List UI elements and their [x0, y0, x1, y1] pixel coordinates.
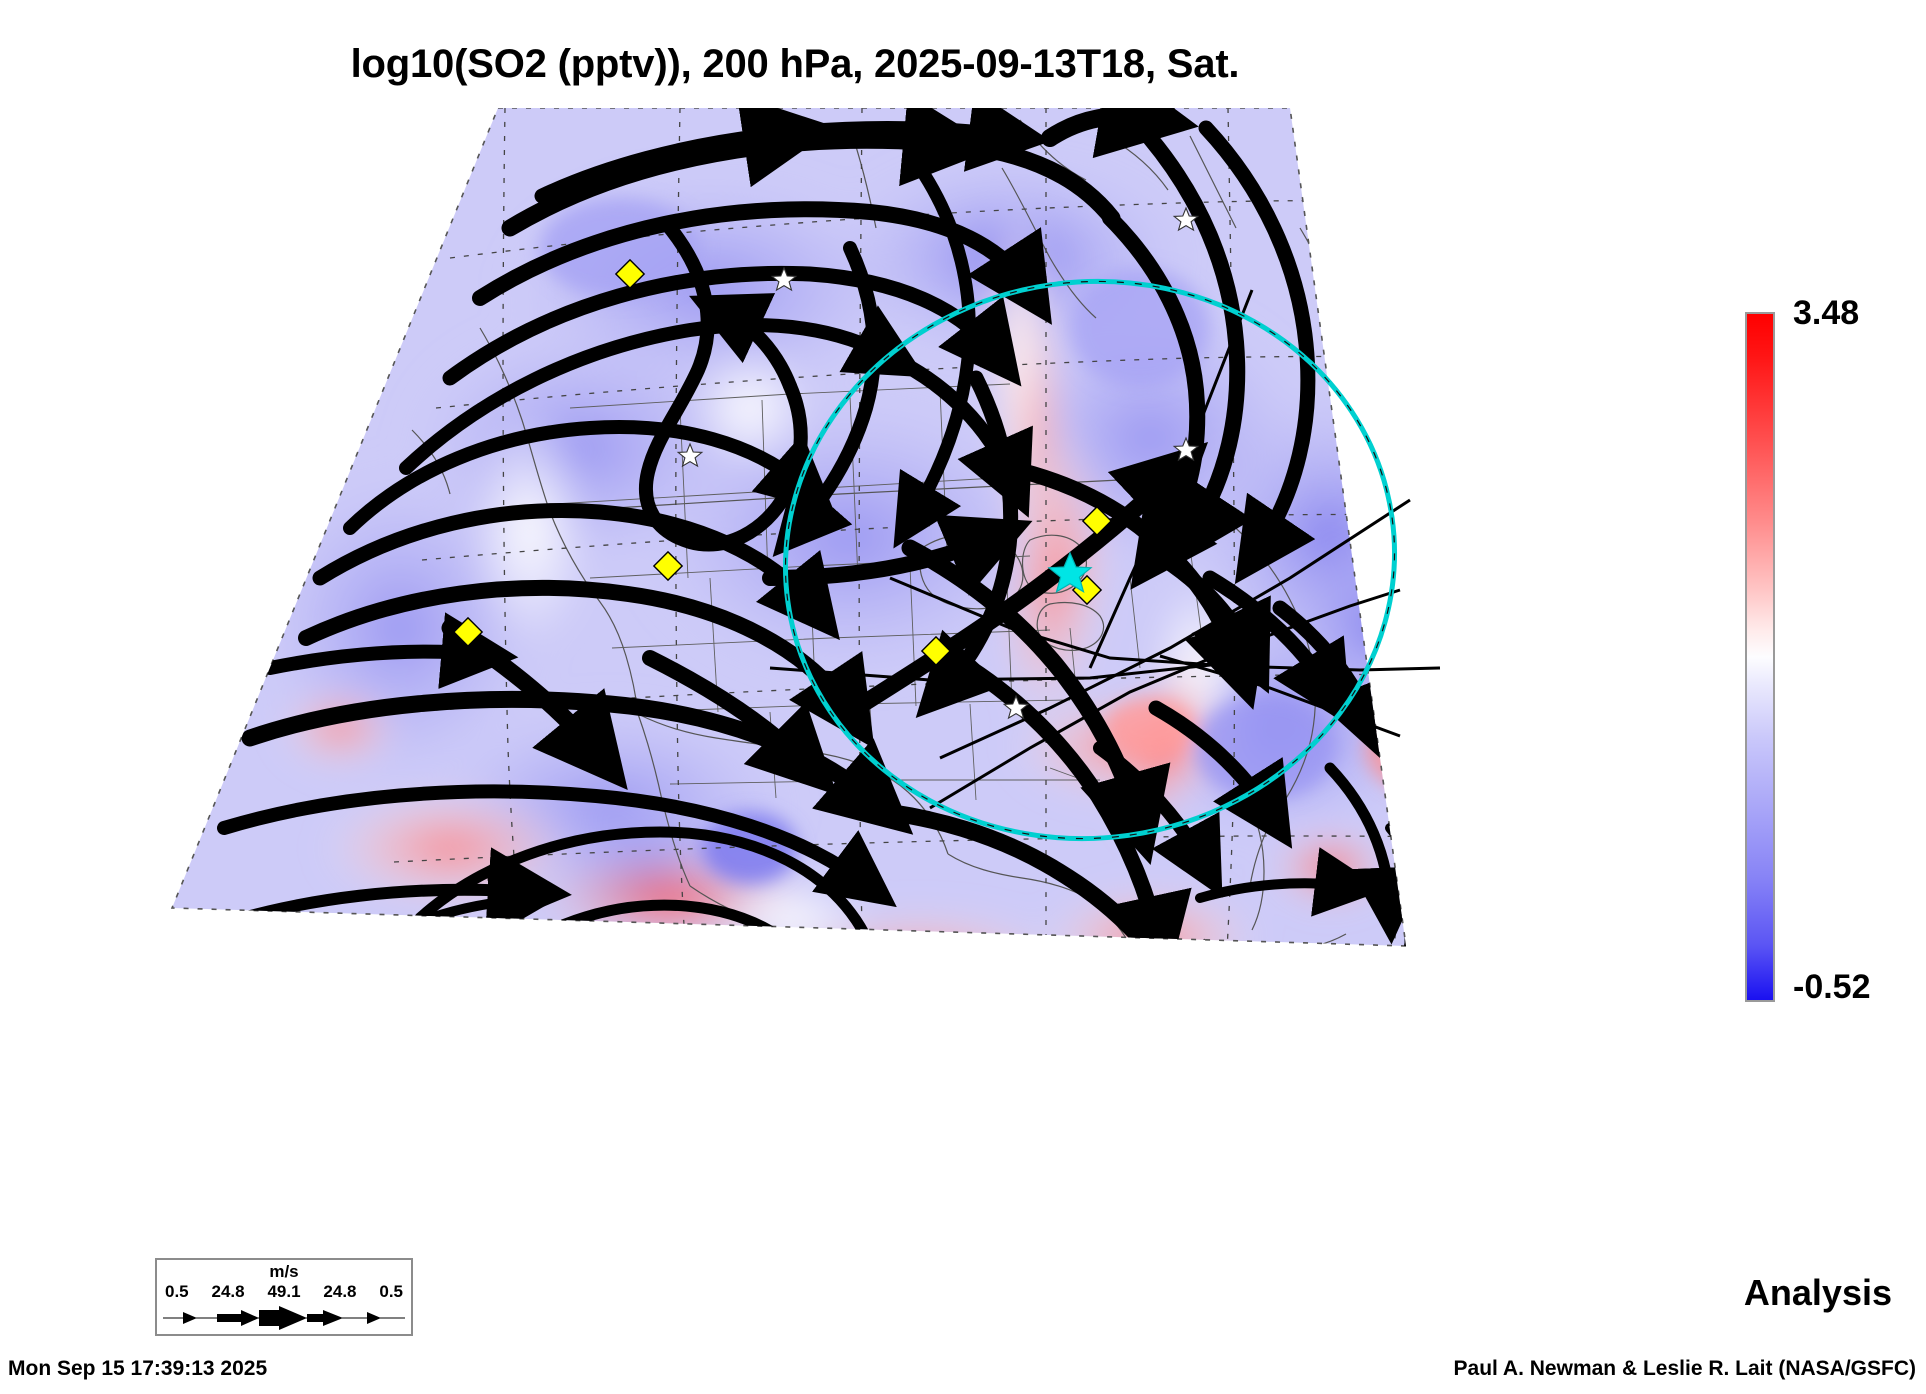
colorbar-max-label: 3.48 — [1793, 294, 1860, 332]
wind-legend-units: m/s — [269, 1262, 299, 1281]
colorbar-gradient — [1745, 312, 1775, 1002]
city-star-markers — [676, 206, 1200, 720]
wind-streamlines — [204, 108, 1406, 946]
author-credit: Paul A. Newman & Leslie R. Lait (NASA/GS… — [1453, 1357, 1916, 1380]
wind-legend-value-1: 24.8 — [211, 1282, 245, 1301]
generation-timestamp: Mon Sep 15 17:39:13 2025 — [8, 1357, 268, 1380]
map-plot-area[interactable] — [150, 108, 1580, 1038]
wind-legend-value-4: 0.5 — [379, 1282, 403, 1301]
station-marker — [920, 635, 952, 667]
range-circle — [783, 278, 1397, 842]
station-marker — [1081, 505, 1113, 537]
colorbar: 3.48 -0.52 — [1745, 294, 1925, 1012]
flight-track-lines — [769, 289, 1441, 810]
wind-legend-value-0: 0.5 — [165, 1282, 189, 1301]
wind-speed-legend: m/s 0.5 24.8 49.1 24.8 0.5 — [155, 1258, 413, 1336]
map-canvas[interactable] — [150, 108, 1580, 1038]
station-marker — [652, 550, 684, 582]
colorbar-min-label: -0.52 — [1793, 968, 1871, 1006]
wind-legend-value-3: 24.8 — [323, 1282, 357, 1301]
station-markers[interactable] — [452, 258, 1113, 667]
page-title: log10(SO2 (pptv)), 200 hPa, 2025-09-13T1… — [350, 42, 1240, 86]
station-marker — [614, 258, 646, 290]
wind-legend-arrow-scale — [163, 1306, 405, 1330]
analysis-label: Analysis — [1743, 1272, 1892, 1313]
station-marker — [452, 616, 484, 648]
wind-legend-values: 0.5 24.8 49.1 24.8 0.5 — [157, 1282, 411, 1302]
wind-legend-value-2: 49.1 — [267, 1282, 301, 1301]
center-star-marker[interactable] — [1047, 551, 1093, 593]
